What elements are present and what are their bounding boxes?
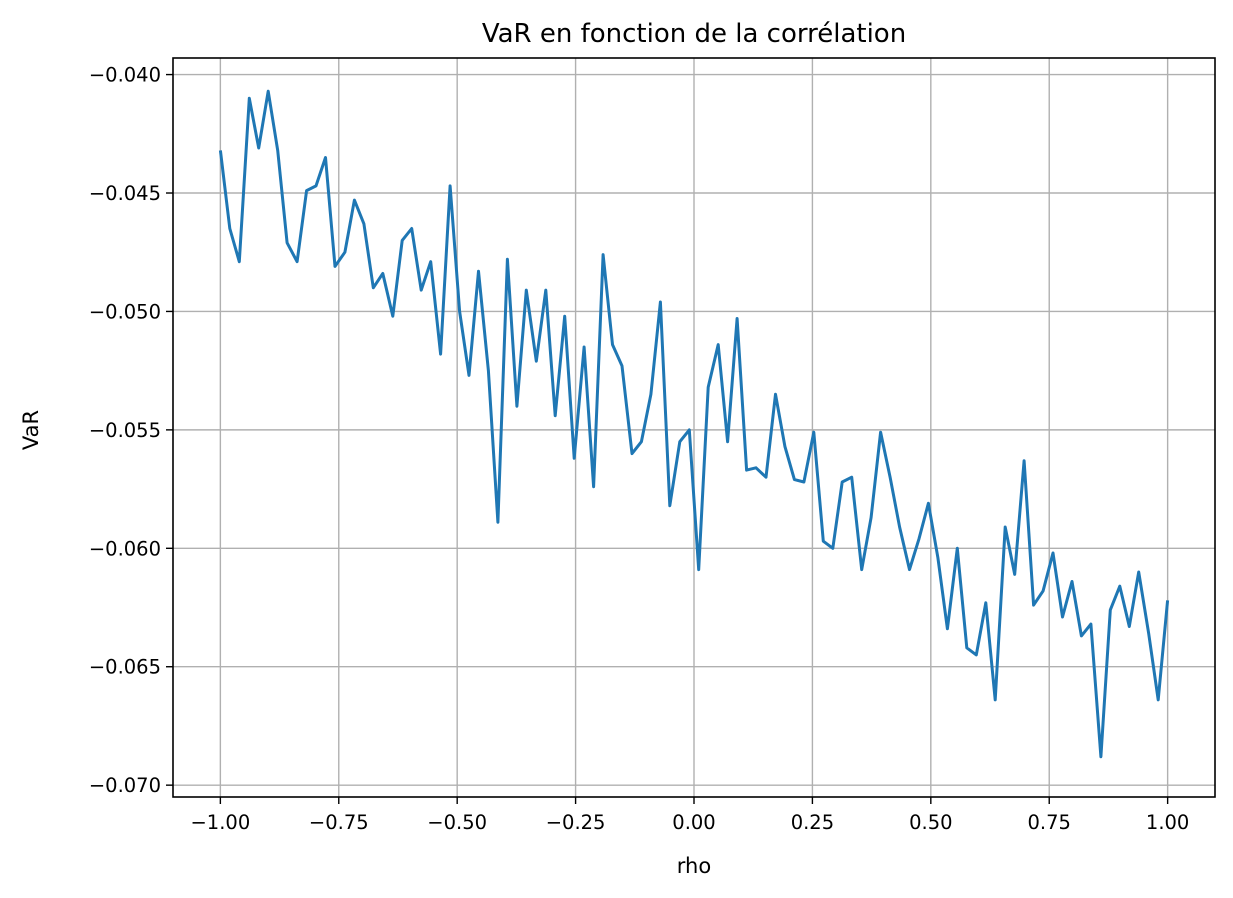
chart-title: VaR en fonction de la corrélation <box>482 19 906 49</box>
y-tick-label: −0.070 <box>89 774 161 797</box>
y-tick-label: −0.065 <box>89 656 161 679</box>
y-tick-label: −0.055 <box>89 419 161 442</box>
y-tick-label: −0.060 <box>89 537 161 560</box>
y-tick-label: −0.050 <box>89 300 161 323</box>
y-tick-label: −0.040 <box>89 64 161 87</box>
y-axis-label: VaR <box>19 410 43 450</box>
x-axis-label: rho <box>677 854 711 878</box>
x-tick-label: −1.00 <box>190 811 250 834</box>
x-tick-label: −0.50 <box>427 811 487 834</box>
x-tick-label: −0.25 <box>546 811 606 834</box>
x-tick-label: 0.25 <box>791 811 834 834</box>
x-tick-label: 0.50 <box>909 811 952 834</box>
x-tick-label: 1.00 <box>1146 811 1189 834</box>
x-tick-label: 0.75 <box>1028 811 1071 834</box>
y-tick-label: −0.045 <box>89 182 161 205</box>
x-tick-label: −0.75 <box>309 811 369 834</box>
x-tick-label: 0.00 <box>672 811 715 834</box>
